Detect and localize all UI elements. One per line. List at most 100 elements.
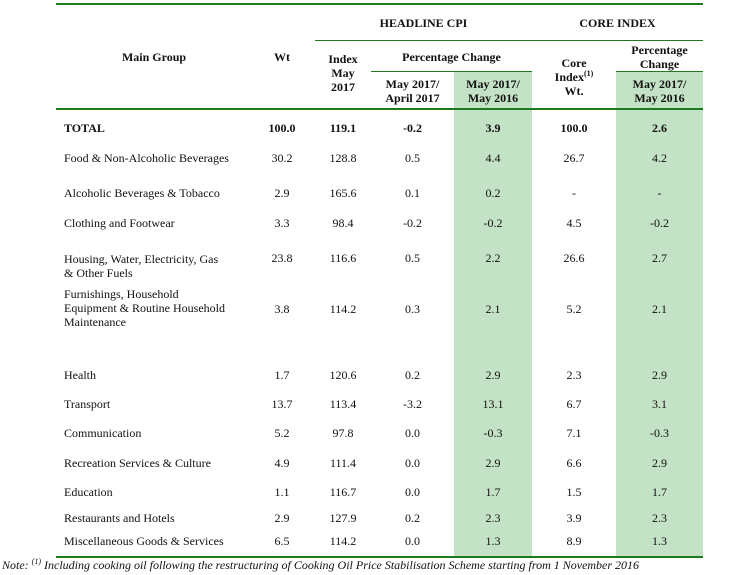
cell-core-wt: 3.9 bbox=[566, 511, 582, 525]
header-line: May 2017/ bbox=[466, 77, 520, 91]
cell-wt: 30.2 bbox=[271, 151, 293, 165]
row-label: Food & Non-Alcoholic Beverages bbox=[64, 151, 244, 165]
row-label-line: Furnishings, Household bbox=[64, 287, 179, 301]
header-core-may2017-may2016: May 2017/ May 2016 bbox=[616, 77, 703, 105]
percentage-change-rule bbox=[371, 71, 532, 72]
header-line: Percentage bbox=[631, 43, 688, 57]
cell-mom: 0.5 bbox=[405, 151, 420, 165]
row-label: Clothing and Footwear bbox=[64, 216, 244, 230]
cell-wt: 100.0 bbox=[268, 121, 296, 135]
header-line: April 2017 bbox=[385, 91, 440, 105]
cell-mom: 0.3 bbox=[405, 302, 420, 316]
header-core-percentage-change: Percentage Change bbox=[616, 43, 703, 71]
cell-index: 97.8 bbox=[332, 426, 354, 440]
cell-mom: 0.0 bbox=[405, 426, 420, 440]
cell-yoy: 1.3 bbox=[485, 534, 501, 548]
cell-core-wt: 2.3 bbox=[566, 368, 582, 382]
cell-core-yoy: 3.1 bbox=[652, 397, 667, 411]
header-line: May 2017/ bbox=[385, 77, 440, 91]
row-label-line: Maintenance bbox=[64, 315, 126, 329]
footnote-marker: (1) bbox=[584, 69, 594, 78]
highlight-column-headline-yoy bbox=[454, 72, 532, 557]
header-line: May 2016 bbox=[634, 91, 685, 105]
row-label: Communication bbox=[64, 426, 244, 440]
header-may2017-april2017: May 2017/ April 2017 bbox=[371, 77, 454, 105]
footnote-text: Including cooking oil following the rest… bbox=[41, 558, 640, 572]
cell-mom: 0.0 bbox=[405, 534, 420, 548]
cell-core-yoy: 2.7 bbox=[652, 251, 667, 265]
cell-yoy: 2.3 bbox=[485, 511, 501, 525]
cell-index: 114.2 bbox=[329, 534, 357, 548]
cell-index: 113.4 bbox=[329, 397, 357, 411]
cell-wt: 1.7 bbox=[274, 368, 290, 382]
row-label-line: & Other Fuels bbox=[64, 266, 133, 280]
row-label-line: Miscellaneous Goods & Services bbox=[64, 534, 224, 548]
cell-yoy: 3.9 bbox=[485, 121, 501, 135]
header-line: May 2017/ bbox=[632, 77, 687, 91]
cell-index: 165.6 bbox=[329, 186, 357, 200]
cell-yoy: 4.4 bbox=[485, 151, 501, 165]
header-headline-cpi: HEADLINE CPI bbox=[379, 16, 468, 30]
cell-core-wt: 6.6 bbox=[566, 456, 582, 470]
row-label: Education bbox=[64, 485, 244, 499]
cell-core-yoy: 1.3 bbox=[652, 534, 667, 548]
cell-wt: 23.8 bbox=[271, 251, 293, 265]
header-index-line: Index bbox=[328, 52, 358, 66]
footnote-prefix: Note: bbox=[2, 558, 32, 572]
row-label: Miscellaneous Goods & Services bbox=[64, 534, 244, 548]
cell-core-yoy: 2.3 bbox=[652, 511, 667, 525]
row-label-line: Recreation Services & Culture bbox=[64, 456, 211, 470]
cell-wt: 1.1 bbox=[274, 485, 290, 499]
cell-yoy: 2.1 bbox=[485, 302, 501, 316]
cell-index: 98.4 bbox=[332, 216, 354, 230]
cell-yoy: 2.2 bbox=[485, 251, 501, 265]
header-bottom-rule bbox=[56, 108, 703, 110]
cell-mom: 0.1 bbox=[405, 186, 420, 200]
cell-wt: 2.9 bbox=[274, 511, 290, 525]
highlight-column-core-yoy bbox=[616, 72, 703, 557]
cell-yoy: 2.9 bbox=[485, 456, 501, 470]
row-label-line: Restaurants and Hotels bbox=[64, 511, 175, 525]
cell-yoy: -0.2 bbox=[483, 216, 503, 230]
header-line: Wt. bbox=[564, 84, 584, 98]
cell-core-wt: 7.1 bbox=[566, 426, 582, 440]
cell-wt: 3.8 bbox=[274, 302, 290, 316]
top-rule bbox=[56, 3, 703, 5]
cell-mom: 0.0 bbox=[405, 456, 420, 470]
cell-mom: -0.2 bbox=[403, 121, 422, 135]
cell-core-wt: 8.9 bbox=[566, 534, 582, 548]
cell-core-wt: 26.6 bbox=[563, 251, 585, 265]
cell-core-wt: 4.5 bbox=[566, 216, 582, 230]
cell-core-yoy: -0.2 bbox=[650, 216, 669, 230]
row-label: Alcoholic Beverages & Tobacco bbox=[64, 186, 244, 200]
core-percentage-change-rule bbox=[616, 71, 703, 72]
cell-wt: 6.5 bbox=[274, 534, 290, 548]
header-percentage-change: Percentage Change bbox=[402, 50, 501, 64]
cell-wt: 3.3 bbox=[274, 216, 290, 230]
cell-index: 116.7 bbox=[329, 485, 357, 499]
cell-index: 111.4 bbox=[329, 456, 357, 470]
cell-mom: 0.5 bbox=[405, 251, 420, 265]
cell-index: 114.2 bbox=[329, 302, 357, 316]
cell-core-wt: 5.2 bbox=[566, 302, 582, 316]
row-label: Health bbox=[64, 368, 244, 382]
row-label-line: Health bbox=[64, 368, 96, 382]
row-label: Housing, Water, Electricity, Gas & Other … bbox=[64, 252, 244, 280]
row-label: Furnishings, Household Equipment & Routin… bbox=[64, 287, 244, 329]
row-label: Transport bbox=[64, 397, 244, 411]
cell-index: 127.9 bbox=[329, 511, 357, 525]
cell-index: 116.6 bbox=[329, 251, 357, 265]
header-index-line: 2017 bbox=[331, 80, 355, 94]
header-core-index-label: Index bbox=[554, 70, 584, 84]
cell-core-yoy: -0.3 bbox=[650, 426, 669, 440]
header-wt: Wt bbox=[274, 50, 290, 64]
header-index-line: May bbox=[331, 66, 355, 80]
cell-wt: 2.9 bbox=[274, 186, 290, 200]
cell-yoy: 2.9 bbox=[485, 368, 501, 382]
cell-core-yoy: 2.6 bbox=[652, 121, 667, 135]
headline-group-rule bbox=[315, 40, 703, 41]
header-line: Index(1) bbox=[532, 69, 616, 85]
cell-core-wt: 6.7 bbox=[566, 397, 582, 411]
header-line: May 2016 bbox=[467, 91, 519, 105]
cell-core-yoy: 2.9 bbox=[652, 368, 667, 382]
